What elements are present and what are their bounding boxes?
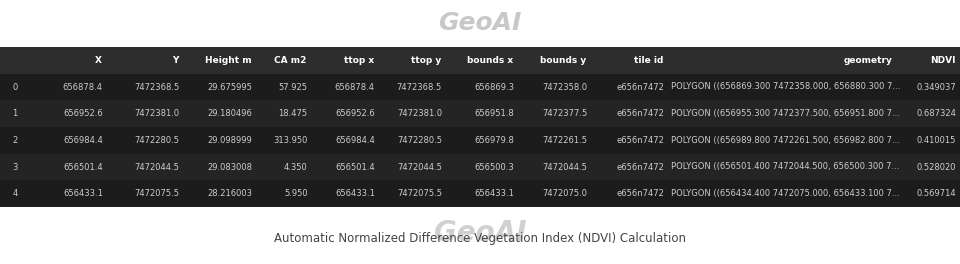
Text: 2: 2 [12,136,17,145]
Text: X: X [95,56,102,65]
Text: 7472075.0: 7472075.0 [542,189,588,198]
Text: GeoAI: GeoAI [439,12,521,35]
Text: 0.569714: 0.569714 [917,189,956,198]
Text: 656433.1: 656433.1 [474,189,515,198]
Text: 656984.4: 656984.4 [335,136,374,145]
Text: Automatic Normalized Difference Vegetation Index (NDVI) Calculation: Automatic Normalized Difference Vegetati… [274,232,686,245]
Text: 7472368.5: 7472368.5 [396,82,442,92]
Text: 18.475: 18.475 [278,109,307,118]
Text: 656501.4: 656501.4 [63,163,103,172]
Text: 656501.4: 656501.4 [335,163,374,172]
Text: 7472044.5: 7472044.5 [542,163,588,172]
Text: 7472381.0: 7472381.0 [134,109,180,118]
Text: 29.083008: 29.083008 [207,163,252,172]
FancyBboxPatch shape [0,100,960,127]
Text: e656n7472: e656n7472 [616,109,664,118]
Text: GeoAI: GeoAI [434,219,526,247]
Text: 0.528020: 0.528020 [917,163,956,172]
Text: 3: 3 [12,163,17,172]
Text: 656984.4: 656984.4 [63,136,103,145]
Text: 656433.1: 656433.1 [335,189,374,198]
Text: 29.675995: 29.675995 [207,82,252,92]
Text: 7472075.5: 7472075.5 [134,189,180,198]
Text: 4.350: 4.350 [284,163,307,172]
Text: 656952.6: 656952.6 [335,109,374,118]
Text: POLYGON ((656501.400 7472044.500, 656500.300 7...: POLYGON ((656501.400 7472044.500, 656500… [671,163,899,172]
Text: NDVI: NDVI [929,56,955,65]
Text: Y: Y [172,56,179,65]
Text: 656878.4: 656878.4 [335,82,374,92]
Text: e656n7472: e656n7472 [616,136,664,145]
FancyBboxPatch shape [0,47,960,74]
Text: e656n7472: e656n7472 [616,82,664,92]
Text: POLYGON ((656955.300 7472377.500, 656951.800 7...: POLYGON ((656955.300 7472377.500, 656951… [671,109,900,118]
Text: 656951.8: 656951.8 [475,109,515,118]
Text: 7472280.5: 7472280.5 [397,136,442,145]
Text: bounds y: bounds y [540,56,587,65]
FancyBboxPatch shape [0,74,960,100]
Text: ttop y: ttop y [411,56,441,65]
Text: 656878.4: 656878.4 [62,82,103,92]
Text: 656869.3: 656869.3 [474,82,515,92]
FancyBboxPatch shape [0,127,960,154]
Text: tile id: tile id [634,56,663,65]
Text: 656500.3: 656500.3 [475,163,515,172]
Text: 7472044.5: 7472044.5 [397,163,442,172]
Text: 7472261.5: 7472261.5 [542,136,588,145]
Text: 28.216003: 28.216003 [207,189,252,198]
Text: geometry: geometry [844,56,892,65]
Text: 7472377.5: 7472377.5 [541,109,588,118]
Text: 4: 4 [12,189,17,198]
Text: 7472075.5: 7472075.5 [397,189,442,198]
Text: CA m2: CA m2 [275,56,306,65]
Text: 0: 0 [12,82,17,92]
FancyBboxPatch shape [0,154,960,180]
Text: 29.180496: 29.180496 [207,109,252,118]
Text: ttop x: ttop x [344,56,373,65]
Text: 7472358.0: 7472358.0 [542,82,588,92]
Text: e656n7472: e656n7472 [616,189,664,198]
Text: 1: 1 [12,109,17,118]
Text: POLYGON ((656869.300 7472358.000, 656880.300 7...: POLYGON ((656869.300 7472358.000, 656880… [671,82,900,92]
Text: 7472368.5: 7472368.5 [134,82,180,92]
Text: 57.925: 57.925 [278,82,307,92]
Text: 656433.1: 656433.1 [63,189,103,198]
Text: 656952.6: 656952.6 [63,109,103,118]
Text: POLYGON ((656434.400 7472075.000, 656433.100 7...: POLYGON ((656434.400 7472075.000, 656433… [671,189,900,198]
Text: 0.687324: 0.687324 [916,109,956,118]
Text: 29.098999: 29.098999 [207,136,252,145]
Text: 0.410015: 0.410015 [917,136,956,145]
Text: 7472044.5: 7472044.5 [134,163,180,172]
Text: e656n7472: e656n7472 [616,163,664,172]
Text: bounds x: bounds x [468,56,514,65]
FancyBboxPatch shape [0,180,960,207]
Text: 656979.8: 656979.8 [474,136,515,145]
Text: 7472381.0: 7472381.0 [396,109,442,118]
Text: 313.950: 313.950 [274,136,307,145]
Text: POLYGON ((656989.800 7472261.500, 656982.800 7...: POLYGON ((656989.800 7472261.500, 656982… [671,136,900,145]
Text: 0.349037: 0.349037 [917,82,956,92]
Text: 5.950: 5.950 [284,189,307,198]
Text: 7472280.5: 7472280.5 [134,136,180,145]
Text: Height m: Height m [204,56,252,65]
